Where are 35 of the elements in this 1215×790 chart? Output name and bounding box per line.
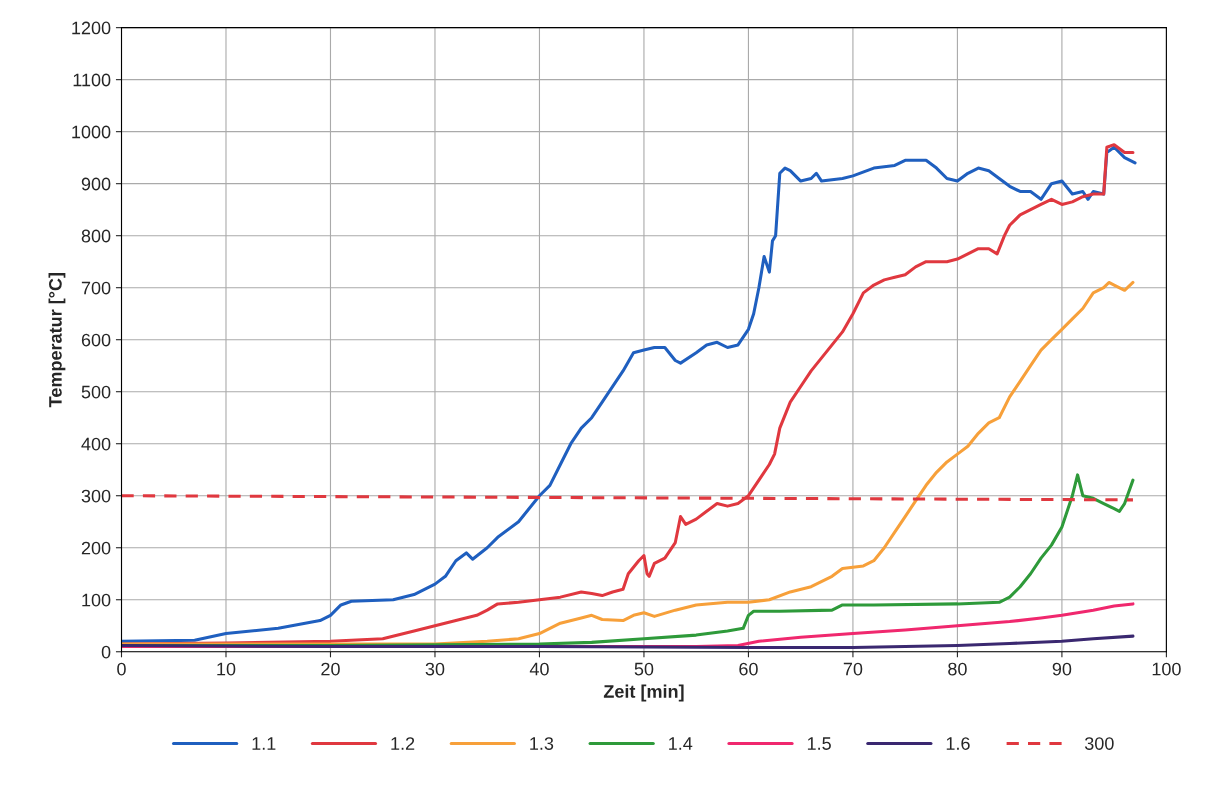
y-tick-label: 200 — [81, 541, 111, 555]
legend-label: 1.3 — [530, 737, 554, 750]
x-tick-label: 0 — [117, 662, 126, 676]
y-tick-label: 800 — [81, 229, 111, 243]
x-tick-label: 20 — [321, 662, 340, 676]
y-tick-label: 900 — [81, 177, 111, 191]
legend-label: 1.5 — [807, 737, 831, 750]
y-axis-title: Temperatur [°C] — [48, 273, 66, 408]
legend-label: 1.2 — [391, 737, 415, 750]
y-tick-label: 700 — [81, 281, 111, 295]
x-tick-label: 90 — [1052, 662, 1072, 676]
line-series — [121, 280, 1135, 646]
x-tick-label: 70 — [843, 662, 863, 676]
y-tick-label: 600 — [81, 333, 111, 347]
line-series — [121, 634, 1135, 650]
y-tick-label: 300 — [81, 489, 111, 503]
x-tick-label: 100 — [1152, 662, 1181, 676]
x-tick-label: 10 — [217, 662, 236, 676]
y-tick-label: 1200 — [72, 21, 111, 35]
x-tick-label: 60 — [739, 662, 758, 676]
y-tick-label: 0 — [101, 645, 111, 659]
x-tick-label: 30 — [425, 662, 445, 676]
legend-label: 1.6 — [946, 737, 970, 750]
y-tick-label: 400 — [81, 437, 111, 451]
legend-label: 300 — [1084, 737, 1114, 750]
x-axis-title: Zeit [min] — [603, 684, 684, 702]
y-tick-label: 500 — [81, 385, 111, 399]
legend-label: 1.4 — [669, 737, 693, 750]
legend-label: 1.1 — [252, 737, 276, 750]
y-tick-label: 1000 — [72, 125, 111, 139]
x-tick-label: 80 — [948, 662, 967, 676]
x-tick-label: 40 — [529, 662, 549, 676]
y-tick-label: 100 — [82, 593, 111, 607]
y-tick-label: 1100 — [73, 73, 111, 87]
x-tick-label: 50 — [634, 662, 654, 676]
